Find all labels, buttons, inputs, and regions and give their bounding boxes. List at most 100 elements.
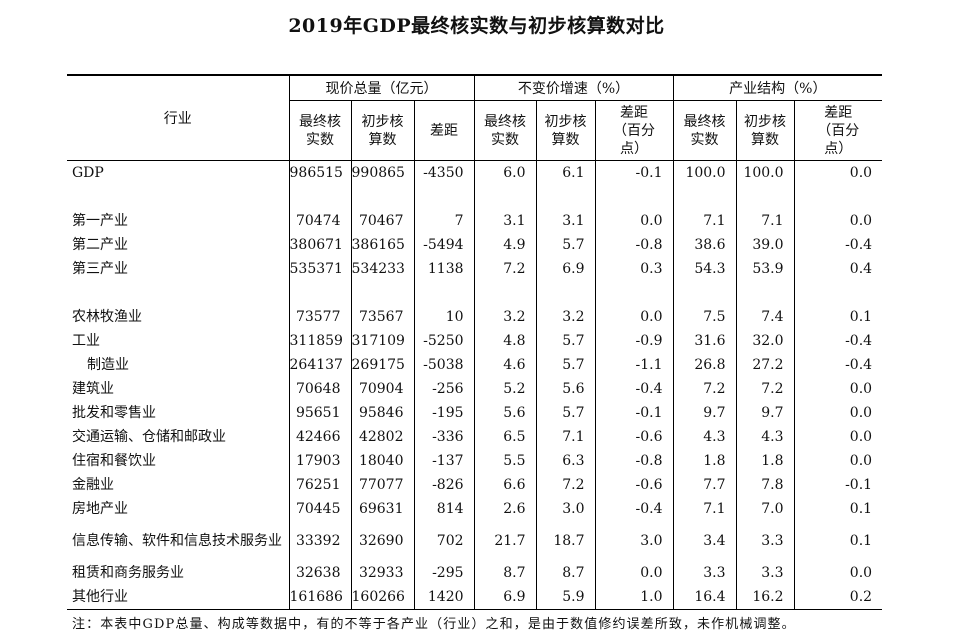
value-cell: -0.1 — [594, 160, 674, 185]
value-cell: 73577 — [288, 305, 351, 329]
empty-cell — [473, 281, 537, 305]
value-cell: 6.3 — [535, 449, 596, 473]
row-label: 第一产业 — [72, 212, 128, 229]
footnote: 注：本表中GDP总量、构成等数据中，有的不等于各产业（行业）之和，是由于数值修约… — [72, 617, 796, 632]
value-cell: 70467 — [350, 209, 414, 233]
value-cell: 1420 — [413, 585, 475, 610]
spacer-row — [67, 281, 883, 305]
value-cell: 6.0 — [473, 160, 537, 185]
value-cell: 4.3 — [735, 425, 795, 449]
value-cell: 5.6 — [535, 377, 596, 401]
value-cell: -0.4 — [594, 497, 674, 521]
value-cell: 0.0 — [594, 305, 674, 329]
value-cell: 70474 — [288, 209, 351, 233]
value-cell: 0.0 — [793, 377, 883, 401]
value-cell: 1.8 — [672, 449, 737, 473]
value-cell: -0.6 — [594, 425, 674, 449]
value-cell: 0.0 — [594, 561, 674, 585]
value-cell: 100.0 — [735, 160, 795, 185]
value-cell: 4.8 — [473, 329, 537, 353]
value-cell: 6.9 — [473, 585, 537, 610]
empty-cell — [594, 281, 674, 305]
value-cell: 0.0 — [793, 425, 883, 449]
value-cell: -0.6 — [594, 473, 674, 497]
value-cell: 2.6 — [473, 497, 537, 521]
empty-cell — [793, 185, 883, 209]
value-cell: 21.7 — [473, 521, 537, 561]
value-cell: 18.7 — [535, 521, 596, 561]
value-cell: 161686 — [288, 585, 351, 610]
header-group-structure: 产业结构（%） — [672, 74, 883, 101]
value-cell: 7.5 — [672, 305, 737, 329]
table-row: 批发和零售业 95651 95846 -195 5.6 5.7 -0.1 9.7 9.7 0.0 — [67, 401, 883, 425]
table-row: 第三产业 535371 534233 1138 7.2 6.9 0.3 54.3 53.9 0.4 — [67, 257, 883, 281]
table-row: 其他行业 161686 160266 1420 6.9 5.9 1.0 16.4 16.2 0.2 — [67, 585, 883, 610]
value-cell: 3.2 — [473, 305, 537, 329]
value-cell: 6.5 — [473, 425, 537, 449]
table-row: GDP 986515 990865 -4350 6.0 6.1 -0.1 100.0 100.0… — [67, 160, 883, 185]
row-label: 农林牧渔业 — [72, 308, 142, 325]
value-cell: 16.4 — [672, 585, 737, 610]
value-cell: 0.4 — [793, 257, 883, 281]
value-cell: 9.7 — [672, 401, 737, 425]
value-cell: -195 — [413, 401, 475, 425]
value-cell: 311859 — [288, 329, 351, 353]
value-cell: 317109 — [350, 329, 414, 353]
empty-cell — [672, 281, 737, 305]
value-cell: -0.4 — [793, 329, 883, 353]
value-cell: 32.0 — [735, 329, 795, 353]
value-cell: -826 — [413, 473, 475, 497]
value-cell: 7.2 — [535, 473, 596, 497]
value-cell: -0.4 — [793, 353, 883, 377]
value-cell: 0.0 — [793, 209, 883, 233]
value-cell: 534233 — [350, 257, 414, 281]
value-cell: 3.3 — [672, 561, 737, 585]
value-cell: 32690 — [350, 521, 414, 561]
value-cell: 0.2 — [793, 585, 883, 610]
value-cell: -137 — [413, 449, 475, 473]
value-cell: 77077 — [350, 473, 414, 497]
value-cell: 9.7 — [735, 401, 795, 425]
empty-cell — [473, 185, 537, 209]
value-cell: -1.1 — [594, 353, 674, 377]
row-label: 住宿和餐饮业 — [72, 452, 156, 469]
value-cell: 10 — [413, 305, 475, 329]
empty-cell — [413, 281, 475, 305]
value-cell: 269175 — [350, 353, 414, 377]
value-cell: 535371 — [288, 257, 351, 281]
row-label: 第二产业 — [72, 236, 128, 253]
value-cell: 986515 — [288, 160, 351, 185]
subheader-final: 最终核实数 — [299, 113, 341, 148]
value-cell: 7.2 — [672, 377, 737, 401]
value-cell: -5494 — [413, 233, 475, 257]
empty-cell — [735, 185, 795, 209]
value-cell: -0.8 — [594, 233, 674, 257]
value-cell: 5.5 — [473, 449, 537, 473]
value-cell: 4.3 — [672, 425, 737, 449]
value-cell: 32638 — [288, 561, 351, 585]
value-cell: 3.3 — [735, 561, 795, 585]
table-row: 金融业 76251 77077 -826 6.6 7.2 -0.6 7.7 7.8 -0.1 — [67, 473, 883, 497]
empty-cell — [350, 185, 414, 209]
value-cell: 5.9 — [535, 585, 596, 610]
value-cell: 0.1 — [793, 497, 883, 521]
empty-cell — [67, 185, 289, 209]
value-cell: 26.8 — [672, 353, 737, 377]
value-cell: 3.0 — [594, 521, 674, 561]
row-label: 其他行业 — [67, 585, 289, 610]
empty-cell — [350, 281, 414, 305]
value-cell: 0.0 — [594, 209, 674, 233]
table-row: 农林牧渔业 73577 73567 10 3.2 3.2 0.0 7.5 7.4 0.1 — [67, 305, 883, 329]
value-cell: 0.0 — [793, 561, 883, 585]
table-body: GDP 986515 990865 -4350 6.0 6.1 -0.1 100.0 100.0… — [67, 160, 883, 610]
value-cell: 0.0 — [793, 401, 883, 425]
value-cell: -0.1 — [594, 401, 674, 425]
value-cell: 3.4 — [672, 521, 737, 561]
value-cell: 7.0 — [735, 497, 795, 521]
value-cell: 5.2 — [473, 377, 537, 401]
value-cell: 5.6 — [473, 401, 537, 425]
empty-cell — [535, 185, 596, 209]
value-cell: 3.1 — [473, 209, 537, 233]
subheader-diff-pct: 差距（百分点） — [613, 104, 656, 157]
value-cell: -0.1 — [793, 473, 883, 497]
